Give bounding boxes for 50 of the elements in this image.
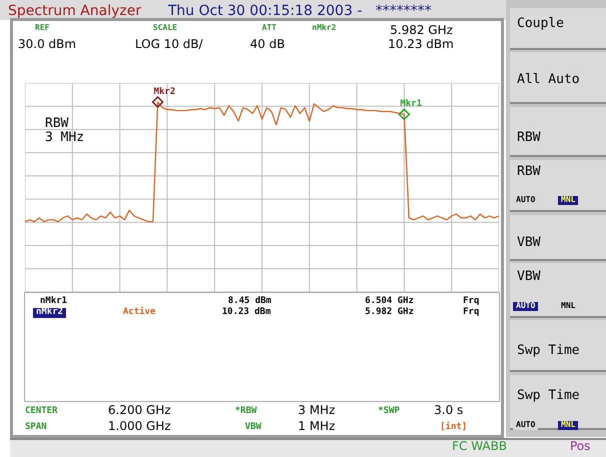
text: AUTO — [513, 195, 538, 205]
text: nMkr1 — [40, 296, 68, 307]
text: MNL — [558, 420, 578, 430]
text: 8.45 dBm — [228, 296, 272, 307]
text: Pos — [570, 439, 590, 454]
annotation: Mkr2 — [154, 86, 176, 97]
text: 3 MHz — [298, 403, 336, 418]
text: Frq — [463, 296, 480, 307]
text: VBW — [517, 269, 540, 284]
text: VBW — [245, 422, 262, 433]
text: REF — [35, 23, 50, 33]
text: 10.23 dBm — [388, 37, 454, 52]
text: 10.23 dBm — [222, 307, 271, 318]
chart-subtitle: Thu Oct 30 00:15:18 2003 - ******** — [168, 3, 432, 19]
annotation: 3 MHz — [45, 130, 84, 146]
text: [int] — [440, 422, 468, 433]
text: 3.0 s — [434, 403, 464, 418]
text: *SWP — [378, 406, 400, 417]
annotation: Mkr1 — [400, 99, 422, 110]
text: FC WABB — [452, 439, 507, 454]
text: CENTER — [25, 406, 58, 417]
text: SPAN — [25, 422, 47, 433]
text: 30.0 dBm — [18, 37, 76, 52]
text: Swp Time — [517, 343, 580, 358]
text: Swp Time — [517, 388, 580, 404]
chart-title: Spectrum Analyzer — [8, 3, 142, 19]
text: RBW — [517, 164, 540, 180]
text: All Auto — [517, 72, 580, 88]
text: 1.000 GHz — [108, 419, 171, 434]
text: SCALE — [153, 23, 178, 33]
text: AUTO — [513, 420, 538, 430]
text: MNL — [558, 301, 578, 311]
text: 5.982 GHz — [390, 23, 453, 38]
text: nMkr2 — [312, 23, 336, 33]
text: Active — [123, 307, 156, 318]
text: 5.982 GHz — [365, 307, 414, 318]
text: LOG 10 dB/ — [135, 37, 203, 52]
text: Couple — [517, 16, 564, 32]
text: MNL — [558, 195, 578, 205]
text: 6.504 GHz — [365, 296, 414, 307]
text: RBW — [517, 130, 540, 146]
annotation: RBW — [45, 116, 68, 131]
text: 40 dB — [250, 37, 285, 52]
text: 6.200 GHz — [108, 403, 171, 418]
text: Frq — [463, 307, 480, 318]
text: VBW — [517, 235, 540, 250]
text: AUTO — [513, 301, 538, 311]
text: ATT — [262, 23, 276, 33]
text: *RBW — [235, 406, 257, 417]
text: 1 MHz — [298, 419, 336, 434]
